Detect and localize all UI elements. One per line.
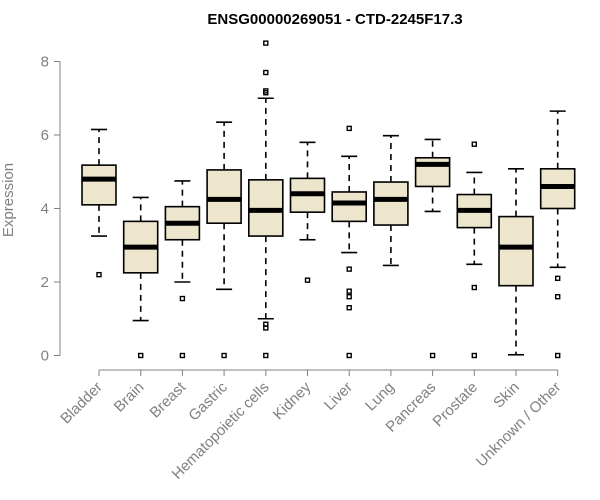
y-tick-label-4: 4: [41, 201, 49, 218]
outlier-liver-3: [346, 294, 352, 300]
x-tick-label-bladder: Bladder: [57, 379, 106, 428]
outlier-unknown-other-0: [555, 275, 561, 282]
box-group-unknown-other: [539, 110, 576, 359]
box-group-pancreas: [414, 138, 451, 359]
box-lung: [373, 181, 409, 226]
outlier-bladder-0: [96, 271, 102, 278]
outlier-hematopoietic-cells-5: [263, 325, 269, 331]
outlier-hematopoietic-cells-3: [263, 90, 269, 96]
y-tick-label-8: 8: [41, 54, 49, 71]
outlier-kidney-0: [304, 277, 311, 283]
outlier-hematopoietic-cells-0: [263, 40, 269, 46]
y-tick-label-6: 6: [41, 127, 49, 144]
y-tick-label-2: 2: [41, 274, 49, 291]
outlier-prostate-1: [471, 284, 477, 291]
y-axis: 0 2 4 6 8: [41, 54, 61, 365]
outlier-liver-0: [346, 125, 352, 132]
x-tick-label-liver: Liver: [321, 379, 356, 414]
y-axis-label: Expression: [0, 163, 17, 237]
box-group-hematopoietic-cells: [248, 40, 284, 359]
outlier-prostate-2: [471, 352, 477, 359]
box-liver: [331, 191, 368, 223]
outlier-liver-4: [346, 305, 352, 311]
boxes-layer: [81, 40, 576, 359]
box-group-bladder: [81, 128, 117, 278]
outlier-pancreas-0: [429, 352, 436, 359]
x-tick-label-skin: Skin: [490, 379, 523, 412]
outlier-liver-5: [346, 352, 352, 359]
outlier-breast-1: [179, 352, 186, 359]
box-group-brain: [122, 196, 159, 359]
box-group-liver: [331, 125, 368, 359]
x-tick-label-kidney: Kidney: [270, 378, 315, 423]
outlier-hematopoietic-cells-6: [263, 352, 269, 359]
box-gastric: [206, 169, 242, 225]
outlier-brain-0: [137, 352, 144, 359]
outlier-breast-0: [179, 295, 186, 302]
outlier-prostate-0: [471, 141, 477, 147]
box-group-lung: [373, 134, 409, 267]
x-tick-label-prostate: Prostate: [430, 379, 482, 431]
outlier-unknown-other-1: [555, 294, 561, 300]
y-tick-label-0: 0: [41, 348, 49, 365]
box-group-skin: [498, 168, 534, 356]
x-tick-label-brain: Brain: [111, 379, 148, 416]
chart-title: ENSG00000269051 - CTD-2245F17.3: [207, 11, 462, 28]
box-bladder: [81, 164, 117, 206]
box-group-kidney: [289, 141, 326, 283]
outlier-gastric-0: [221, 352, 227, 359]
x-tick-label-lung: Lung: [362, 379, 398, 415]
x-tick-label-breast: Breast: [147, 378, 190, 421]
outlier-unknown-other-2: [555, 352, 561, 359]
outlier-hematopoietic-cells-1: [263, 69, 269, 76]
box-group-gastric: [206, 121, 242, 359]
box-group-breast: [164, 180, 201, 359]
box-group-prostate: [456, 141, 493, 359]
outlier-liver-1: [346, 266, 352, 272]
box-skin: [498, 215, 534, 287]
outlier-liver-2: [346, 288, 352, 294]
